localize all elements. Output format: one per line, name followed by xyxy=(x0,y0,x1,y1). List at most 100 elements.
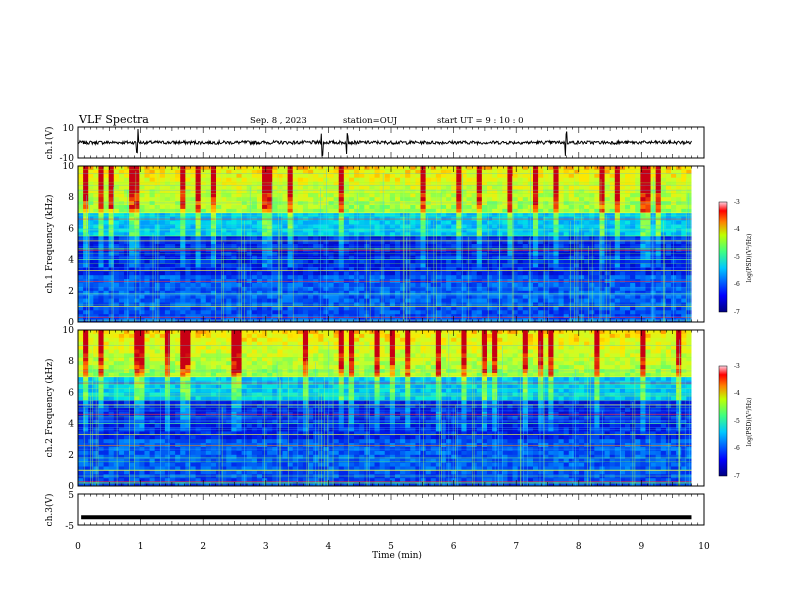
spectrogram-cell xyxy=(609,220,616,225)
spectrogram-cell xyxy=(139,310,145,315)
spectrogram-cell xyxy=(98,286,104,292)
spectrogram-cell xyxy=(507,298,513,303)
spectrogram-cell xyxy=(144,169,150,175)
spectrogram-cell xyxy=(625,208,631,214)
spectrogram-cell xyxy=(134,228,140,233)
spectrogram-cell xyxy=(175,197,181,202)
spectrogram-cell xyxy=(686,251,692,257)
spectrogram-cell xyxy=(502,275,508,280)
spectrogram-cell xyxy=(512,208,519,214)
spectrogram-cell xyxy=(492,267,498,272)
spectrogram-cell xyxy=(671,169,677,175)
spectrogram-cell xyxy=(681,240,687,245)
spectrogram-cell xyxy=(456,224,462,229)
spectrogram-cell xyxy=(277,232,283,237)
spectrogram-cell xyxy=(394,185,401,190)
spectrogram-cell xyxy=(267,298,273,303)
spectrogram-cell xyxy=(538,232,544,237)
spectrogram-cell xyxy=(113,271,120,276)
spectrogram-cell xyxy=(446,294,452,299)
spectrogram-cell xyxy=(533,181,539,186)
spectrogram-cell xyxy=(83,298,89,303)
spectrogram-cell xyxy=(430,259,437,264)
spectrogram-cell xyxy=(389,220,396,225)
spectrogram-cell xyxy=(435,283,442,288)
spectrogram-cell xyxy=(83,286,89,292)
spectrogram-cell xyxy=(108,208,115,214)
spectrogram-cell xyxy=(451,251,457,257)
spectrogram-cell xyxy=(456,228,462,233)
spectrogram-cell xyxy=(175,169,181,175)
spectrogram-cell xyxy=(313,294,319,299)
spectrogram-cell xyxy=(609,310,616,315)
spectrogram-cell xyxy=(164,185,171,190)
spectrogram-cell xyxy=(343,302,350,307)
spectrogram-cell xyxy=(103,236,110,241)
spectrogram-cell xyxy=(486,193,493,198)
spectrogram-cell xyxy=(103,314,110,319)
spectrogram-cell xyxy=(231,193,237,198)
spectrogram-cell xyxy=(415,181,421,186)
spectrogram-cell xyxy=(297,236,304,241)
spectrogram-cell xyxy=(446,236,452,241)
spectrogram-cell xyxy=(374,169,381,175)
spectrogram-cell xyxy=(277,181,283,186)
spectrogram-cell xyxy=(313,267,319,272)
spectrogram-cell xyxy=(502,267,508,272)
spectrogram-cell xyxy=(256,169,263,175)
spectrogram-cell xyxy=(584,306,590,311)
spectrogram-cell xyxy=(440,298,447,303)
spectrogram-cell xyxy=(216,283,222,288)
spectrogram-cell xyxy=(348,228,355,233)
spectrogram-cell xyxy=(200,181,207,186)
spectrogram-cell xyxy=(231,228,237,233)
spectrogram-cell xyxy=(159,298,166,303)
spectrogram-cell xyxy=(88,251,94,257)
spectrogram-cell xyxy=(522,185,529,190)
spectrogram-cell xyxy=(379,255,386,260)
spectrogram-cell xyxy=(144,193,150,198)
spectrogram-cell xyxy=(118,224,125,229)
spectrogram-cell xyxy=(144,302,150,307)
spectrogram-cell xyxy=(410,286,416,292)
spectrogram-cell xyxy=(486,255,493,260)
spectrogram-cell xyxy=(384,283,391,288)
spectrogram-cell xyxy=(430,189,437,194)
spectrogram-cell xyxy=(599,302,605,307)
spectrogram-cell xyxy=(78,251,84,257)
spectrogram-cell xyxy=(78,244,84,249)
spectrogram-cell xyxy=(400,294,406,299)
spectrogram-cell xyxy=(216,197,222,202)
spectrogram-cell xyxy=(548,283,554,288)
spectrogram-cell xyxy=(216,271,222,276)
spectrogram-cell xyxy=(435,185,442,190)
spectrogram-cell xyxy=(584,302,590,307)
spectrogram-cell xyxy=(364,166,370,171)
spectrogram-cell xyxy=(579,173,585,179)
spectrogram-cell xyxy=(292,240,299,245)
spectrogram-cell xyxy=(108,220,115,225)
spectrogram-cell xyxy=(364,244,370,249)
spectrogram-cell xyxy=(318,251,324,257)
spectrogram-cell xyxy=(563,286,570,292)
spectrogram-cell xyxy=(333,224,340,229)
spectrogram-cell xyxy=(599,263,605,268)
spectrogram-cell xyxy=(348,185,355,190)
spectrogram-cell xyxy=(640,212,646,218)
spectrogram-cell xyxy=(405,286,411,292)
spectrogram-cell xyxy=(553,181,559,186)
spectrogram-cell xyxy=(175,193,181,198)
spectrogram-cell xyxy=(538,189,544,194)
spectrogram-cell xyxy=(205,220,212,225)
spectrogram-cell xyxy=(256,314,263,319)
spectrogram-cell xyxy=(614,314,621,319)
spectrogram-cell xyxy=(614,244,621,249)
spectrogram-cell xyxy=(584,224,590,229)
spectrogram-cell xyxy=(185,193,191,198)
spectrogram-cell xyxy=(430,255,437,260)
spectrogram-cell xyxy=(154,181,161,186)
spectrogram-cell xyxy=(558,244,565,249)
spectrogram-cell xyxy=(369,224,375,229)
spectrogram-cell xyxy=(297,314,304,319)
spectrogram-cell xyxy=(149,169,156,175)
